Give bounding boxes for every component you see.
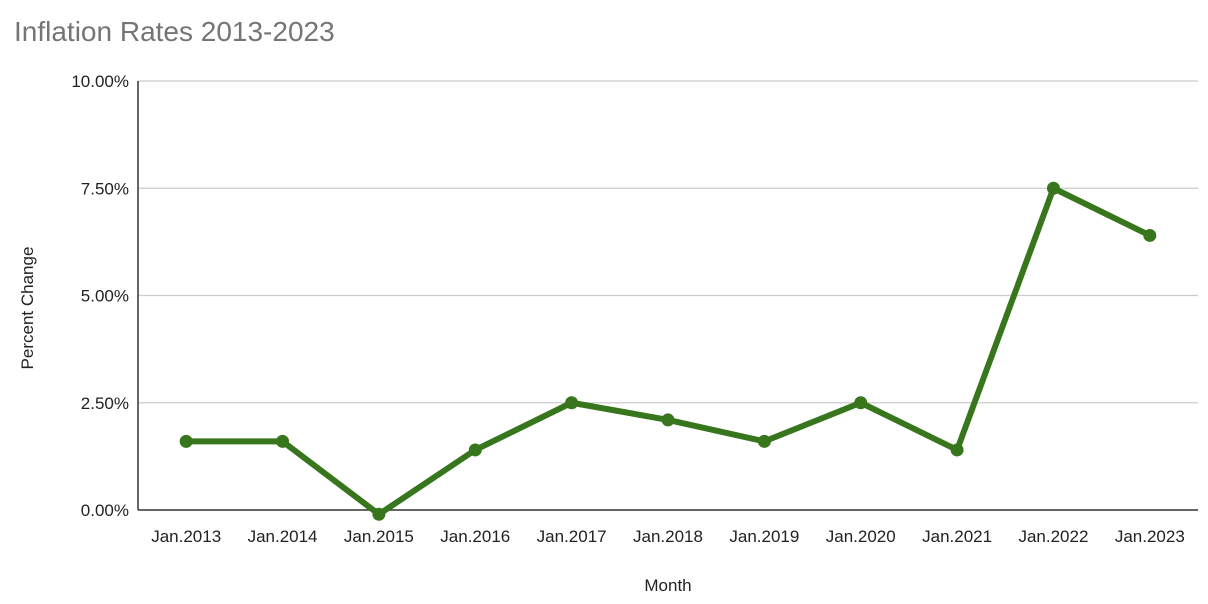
x-tick-label: Jan.2019 [729,527,799,546]
series-line [183,185,1153,518]
y-tick-label: 5.00% [81,287,129,306]
x-tick-label: Jan.2020 [826,527,896,546]
x-tick-labels: Jan.2013 Jan.2014 Jan.2015 Jan.2016 Jan.2017… [151,527,1185,546]
chart-title: Inflation Rates 2013-2023 [14,16,335,47]
data-point [372,507,386,521]
data-point [757,434,771,448]
y-tick-label: 7.50% [81,179,129,198]
x-tick-label: Jan.2014 [248,527,318,546]
y-tick-label: 0.00% [81,501,129,520]
data-point [661,413,675,427]
data-point [179,434,193,448]
data-point [1046,181,1060,195]
y-tick-label: 10.00% [71,72,129,91]
data-point [468,443,482,457]
data-point [854,396,868,410]
data-point [276,434,290,448]
gridlines [138,80,1198,404]
x-tick-label: Jan.2023 [1115,527,1185,546]
data-point [1143,228,1157,242]
data-point [565,396,579,410]
y-tick-labels: 0.00% 2.50% 5.00% 7.50% 10.00% [71,72,129,520]
y-tick-label: 2.50% [81,394,129,413]
x-tick-label: Jan.2022 [1018,527,1088,546]
x-tick-label: Jan.2013 [151,527,221,546]
x-tick-label: Jan.2018 [633,527,703,546]
axes [137,81,1198,511]
x-tick-label: Jan.2015 [344,527,414,546]
x-axis-label: Month [644,576,691,595]
y-axis-label: Percent Change [18,247,37,370]
series-layer [179,181,1157,521]
x-tick-label: Jan.2021 [922,527,992,546]
x-tick-label: Jan.2017 [537,527,607,546]
data-point [950,443,964,457]
x-tick-label: Jan.2016 [440,527,510,546]
